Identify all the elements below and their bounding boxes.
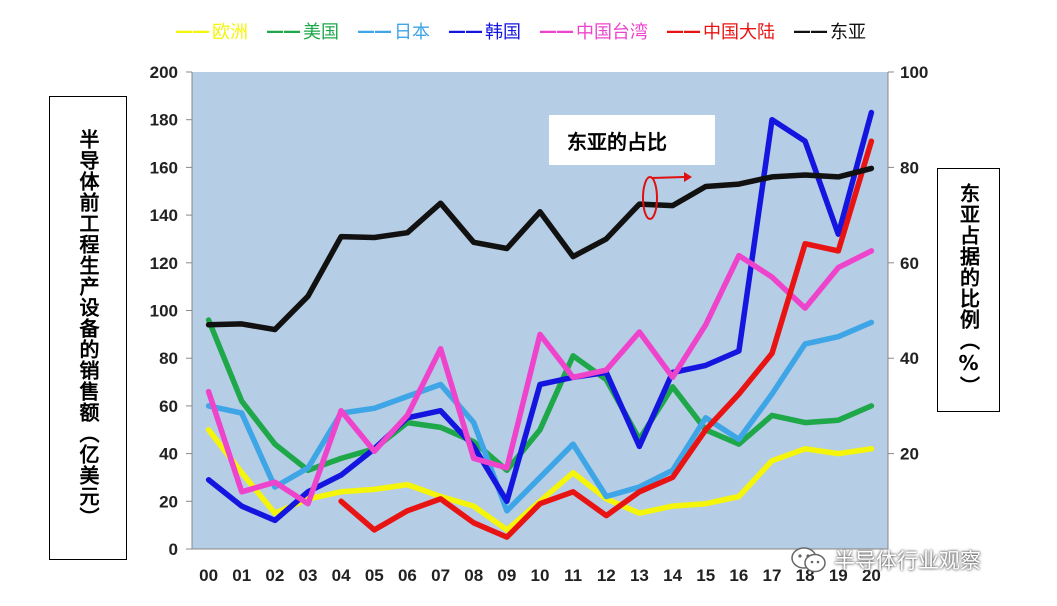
watermark: 半导体行业观察: [790, 545, 981, 575]
x-tick: 05: [365, 566, 384, 585]
legend-item: —— 韩国: [448, 18, 521, 44]
y-tick-left: 140: [150, 206, 178, 225]
x-tick: 01: [232, 566, 251, 585]
series-line-中国台湾: [205, 248, 875, 507]
y-tick-left: 40: [159, 445, 178, 464]
y-tick-right: 40: [900, 349, 919, 368]
y-tick-right: 100: [900, 63, 928, 82]
y-axis-label-right: 东亚占据的比例（%）: [937, 168, 1000, 412]
y-tick-left: 20: [159, 492, 178, 511]
y-tick-left: 200: [150, 63, 178, 82]
x-tick: 16: [729, 566, 748, 585]
legend-swatch: ——: [793, 20, 828, 42]
axes: 0204060801001201401601802002040608010000…: [150, 63, 929, 585]
legend-label: 中国大陆: [703, 22, 775, 43]
watermark-text: 半导体行业观察: [834, 549, 981, 573]
x-tick: 09: [497, 566, 516, 585]
x-tick: 04: [332, 566, 351, 585]
legend-swatch: ——: [448, 20, 483, 42]
x-tick: 03: [299, 566, 318, 585]
legend-item: —— 日本: [357, 18, 430, 44]
legend-item: —— 美国: [266, 18, 339, 44]
legend-swatch: ——: [539, 20, 574, 42]
x-tick: 14: [663, 566, 682, 585]
x-tick: 08: [464, 566, 483, 585]
y-tick-left: 0: [169, 540, 178, 559]
series-line-日本: [205, 319, 875, 514]
legend-label: 东亚: [830, 22, 866, 43]
share-indicator-arrow: [651, 176, 685, 179]
legend-label: 美国: [303, 22, 339, 43]
legend-label: 中国台湾: [576, 22, 648, 43]
legend-item: —— 中国大陆: [666, 18, 775, 44]
y-tick-left: 100: [150, 302, 178, 321]
x-tick: 17: [763, 566, 782, 585]
y-tick-right: 60: [900, 254, 919, 273]
legend-swatch: ——: [266, 20, 301, 42]
legend-item: —— 欧洲: [175, 18, 248, 44]
y-tick-left: 180: [150, 111, 178, 130]
legend-item: —— 东亚: [793, 18, 866, 44]
legend-label: 欧洲: [212, 22, 248, 43]
share-indicator-arrowhead: [684, 172, 692, 182]
x-tick: 11: [564, 566, 582, 585]
x-tick: 19: [829, 566, 848, 585]
x-tick: 07: [431, 566, 450, 585]
legend: —— 欧洲 —— 美国 —— 日本 —— 韩国 —— 中国台湾 —— 中国大陆 —— 东亚: [175, 16, 884, 46]
x-tick: 02: [265, 566, 284, 585]
y-tick-left: 60: [159, 397, 178, 416]
x-tick: 10: [531, 566, 550, 585]
x-tick: 13: [630, 566, 649, 585]
legend-swatch: ——: [175, 20, 210, 42]
legend-label: 韩国: [485, 22, 521, 43]
share-indicator-ellipse: [642, 176, 658, 220]
y-axis-label-left: 半导体前工程生产设备的销售额（亿美元）: [49, 96, 127, 560]
legend-item: —— 中国台湾: [539, 18, 648, 44]
y-tick-left: 160: [150, 158, 178, 177]
x-tick: 00: [199, 566, 218, 585]
x-tick: 20: [862, 566, 881, 585]
x-tick: 15: [696, 566, 715, 585]
legend-swatch: ——: [357, 20, 392, 42]
east-asia-share-annotation: 东亚的占比: [549, 115, 715, 165]
y-tick-right: 20: [900, 445, 919, 464]
share-indicator: [642, 172, 692, 220]
legend-swatch: ——: [666, 20, 701, 42]
series-line-东亚: [205, 165, 875, 333]
y-tick-left: 120: [150, 254, 178, 273]
wechat-icon: [791, 547, 826, 573]
x-tick: 06: [398, 566, 417, 585]
series-line-中国大陆: [338, 138, 875, 540]
y-tick-left: 80: [159, 349, 178, 368]
legend-label: 日本: [394, 22, 430, 43]
series-line-韩国: [205, 109, 875, 524]
x-tick: 12: [597, 566, 616, 585]
y-tick-right: 80: [900, 158, 919, 177]
series-layer: [205, 109, 875, 540]
